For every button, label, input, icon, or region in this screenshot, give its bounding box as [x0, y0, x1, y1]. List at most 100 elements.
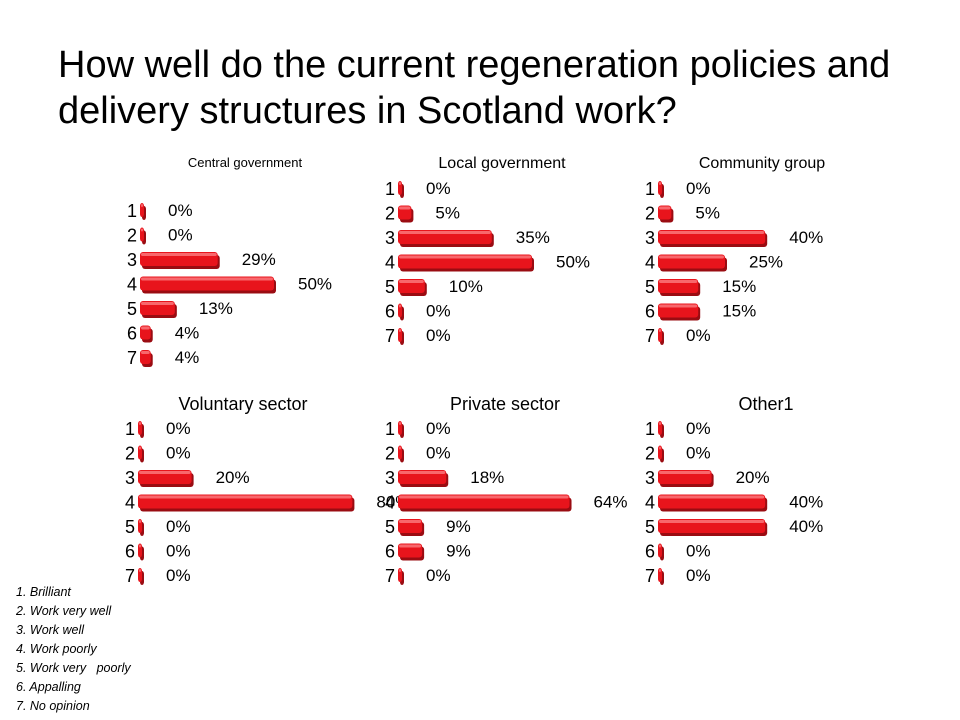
data-label: 0%: [426, 326, 451, 345]
bar-highlight: [141, 302, 174, 305]
category-label: 6: [645, 542, 655, 562]
category-label: 7: [385, 566, 395, 586]
data-label: 9%: [446, 542, 471, 561]
category-label: 2: [645, 204, 655, 224]
bar: [138, 445, 142, 460]
data-label: 0%: [686, 179, 711, 198]
data-label: 40%: [789, 493, 823, 512]
bar: [138, 568, 142, 582]
data-label: 15%: [722, 277, 756, 296]
data-label: 64%: [594, 493, 628, 512]
category-label: 2: [125, 444, 135, 464]
chart-panel: Central government 1 0% 2 0% 3 29% 4 50% 5 13% 6 4% 7…: [127, 155, 332, 368]
category-label: 1: [645, 179, 655, 199]
bar-highlight: [399, 182, 401, 185]
bar: [398, 421, 402, 435]
category-label: 3: [645, 468, 655, 488]
data-label: 0%: [426, 444, 451, 463]
category-label: 4: [385, 493, 395, 513]
category-label: 5: [385, 277, 395, 297]
category-label: 7: [645, 566, 655, 586]
data-label: 0%: [426, 302, 451, 321]
data-label: 29%: [242, 250, 276, 269]
bar-highlight: [399, 280, 424, 283]
bar-highlight: [139, 569, 141, 572]
data-label: 40%: [789, 228, 823, 247]
data-label: 0%: [168, 226, 193, 245]
bar: [398, 445, 402, 460]
bar-highlight: [659, 495, 765, 499]
bar-highlight: [659, 471, 711, 474]
category-label: 6: [125, 542, 135, 562]
bar: [138, 519, 142, 533]
data-label: 0%: [686, 419, 711, 438]
data-label: 0%: [686, 566, 711, 585]
data-label: 35%: [516, 228, 550, 247]
category-label: 1: [127, 201, 137, 221]
bar-highlight: [659, 329, 661, 332]
bar: [398, 328, 402, 342]
data-label: 20%: [216, 468, 250, 487]
data-label: 20%: [736, 468, 770, 487]
bar-highlight: [659, 280, 698, 283]
bar-highlight: [139, 544, 141, 548]
category-label: 3: [385, 468, 395, 488]
category-label: 2: [645, 444, 655, 464]
data-label: 15%: [722, 302, 756, 321]
category-legend: 1. Brilliant 2. Work very well 3. Work w…: [16, 583, 131, 716]
bar-highlight: [139, 495, 352, 499]
category-label: 1: [385, 419, 395, 439]
bar: [658, 543, 662, 558]
category-label: 3: [385, 228, 395, 248]
bar-highlight: [399, 329, 401, 332]
data-label: 0%: [686, 542, 711, 561]
chart-title: Local government: [438, 155, 566, 172]
category-label: 5: [127, 299, 137, 319]
category-label: 6: [385, 302, 395, 322]
bar-highlight: [659, 544, 661, 548]
legend-item: 1. Brilliant: [16, 585, 71, 599]
bar-highlight: [399, 446, 401, 450]
bar-highlight: [139, 520, 141, 523]
category-label: 4: [385, 253, 395, 273]
chart-title: Other1: [738, 394, 793, 414]
data-label: 0%: [426, 566, 451, 585]
category-label: 4: [645, 253, 655, 273]
bar-highlight: [399, 544, 422, 548]
chart-title: Central government: [188, 155, 303, 170]
bar-highlight: [139, 471, 191, 474]
page-title: How well do the current regeneration pol…: [58, 44, 891, 132]
bar-highlight: [399, 255, 531, 259]
chart-title: Voluntary sector: [178, 394, 307, 414]
category-label: 6: [127, 324, 137, 344]
bar-highlight: [399, 422, 401, 425]
category-label: 4: [645, 493, 655, 513]
chart-title: Community group: [699, 155, 825, 172]
bar-highlight: [141, 204, 143, 207]
category-label: 1: [385, 179, 395, 199]
category-label: 5: [125, 517, 135, 537]
data-label: 0%: [686, 444, 711, 463]
bar-highlight: [141, 228, 143, 232]
bar-highlight: [659, 231, 765, 234]
category-label: 7: [385, 326, 395, 346]
category-label: 7: [125, 566, 135, 586]
bar-highlight: [399, 569, 401, 572]
bar: [398, 568, 402, 582]
bar-highlight: [659, 255, 724, 259]
data-label: 0%: [166, 517, 191, 536]
data-label: 5%: [435, 204, 460, 223]
category-label: 5: [385, 517, 395, 537]
bar-highlight: [399, 471, 446, 474]
bar-highlight: [659, 182, 661, 185]
data-label: 0%: [426, 179, 451, 198]
bar-highlight: [141, 253, 217, 256]
category-label: 1: [125, 419, 135, 439]
bar-highlight: [659, 422, 661, 425]
legend-item: 2. Work very well: [16, 604, 112, 618]
bar-highlight: [399, 304, 401, 308]
data-label: 4%: [175, 324, 200, 343]
